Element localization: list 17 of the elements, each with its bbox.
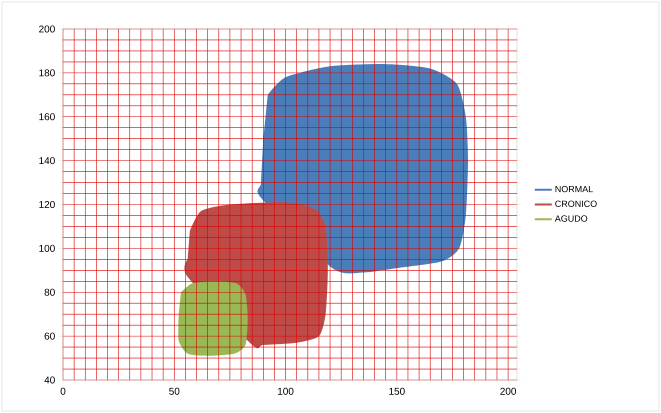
x-tick-label: 0 [60, 388, 66, 395]
x-tick-label: 150 [389, 388, 405, 395]
y-tick-label: 200 [39, 25, 55, 33]
y-tick-label: 100 [39, 244, 55, 252]
y-tick-label: 140 [39, 157, 55, 164]
x-tick-label: 100 [278, 388, 294, 395]
x-tick-label: 200 [500, 388, 516, 395]
y-tick-label: 60 [44, 332, 55, 340]
legend-label: CRONICO [555, 200, 597, 207]
y-tick-label: 40 [44, 376, 55, 384]
x-tick-label: 50 [169, 388, 180, 395]
legend-label: AGUDO [554, 215, 588, 222]
y-tick-label: 160 [39, 113, 55, 120]
y-tick-label: 120 [39, 200, 55, 208]
y-tick-label: 80 [44, 288, 55, 296]
y-tick-label: 180 [39, 69, 55, 76]
legend-label: NORMAL [556, 186, 593, 192]
